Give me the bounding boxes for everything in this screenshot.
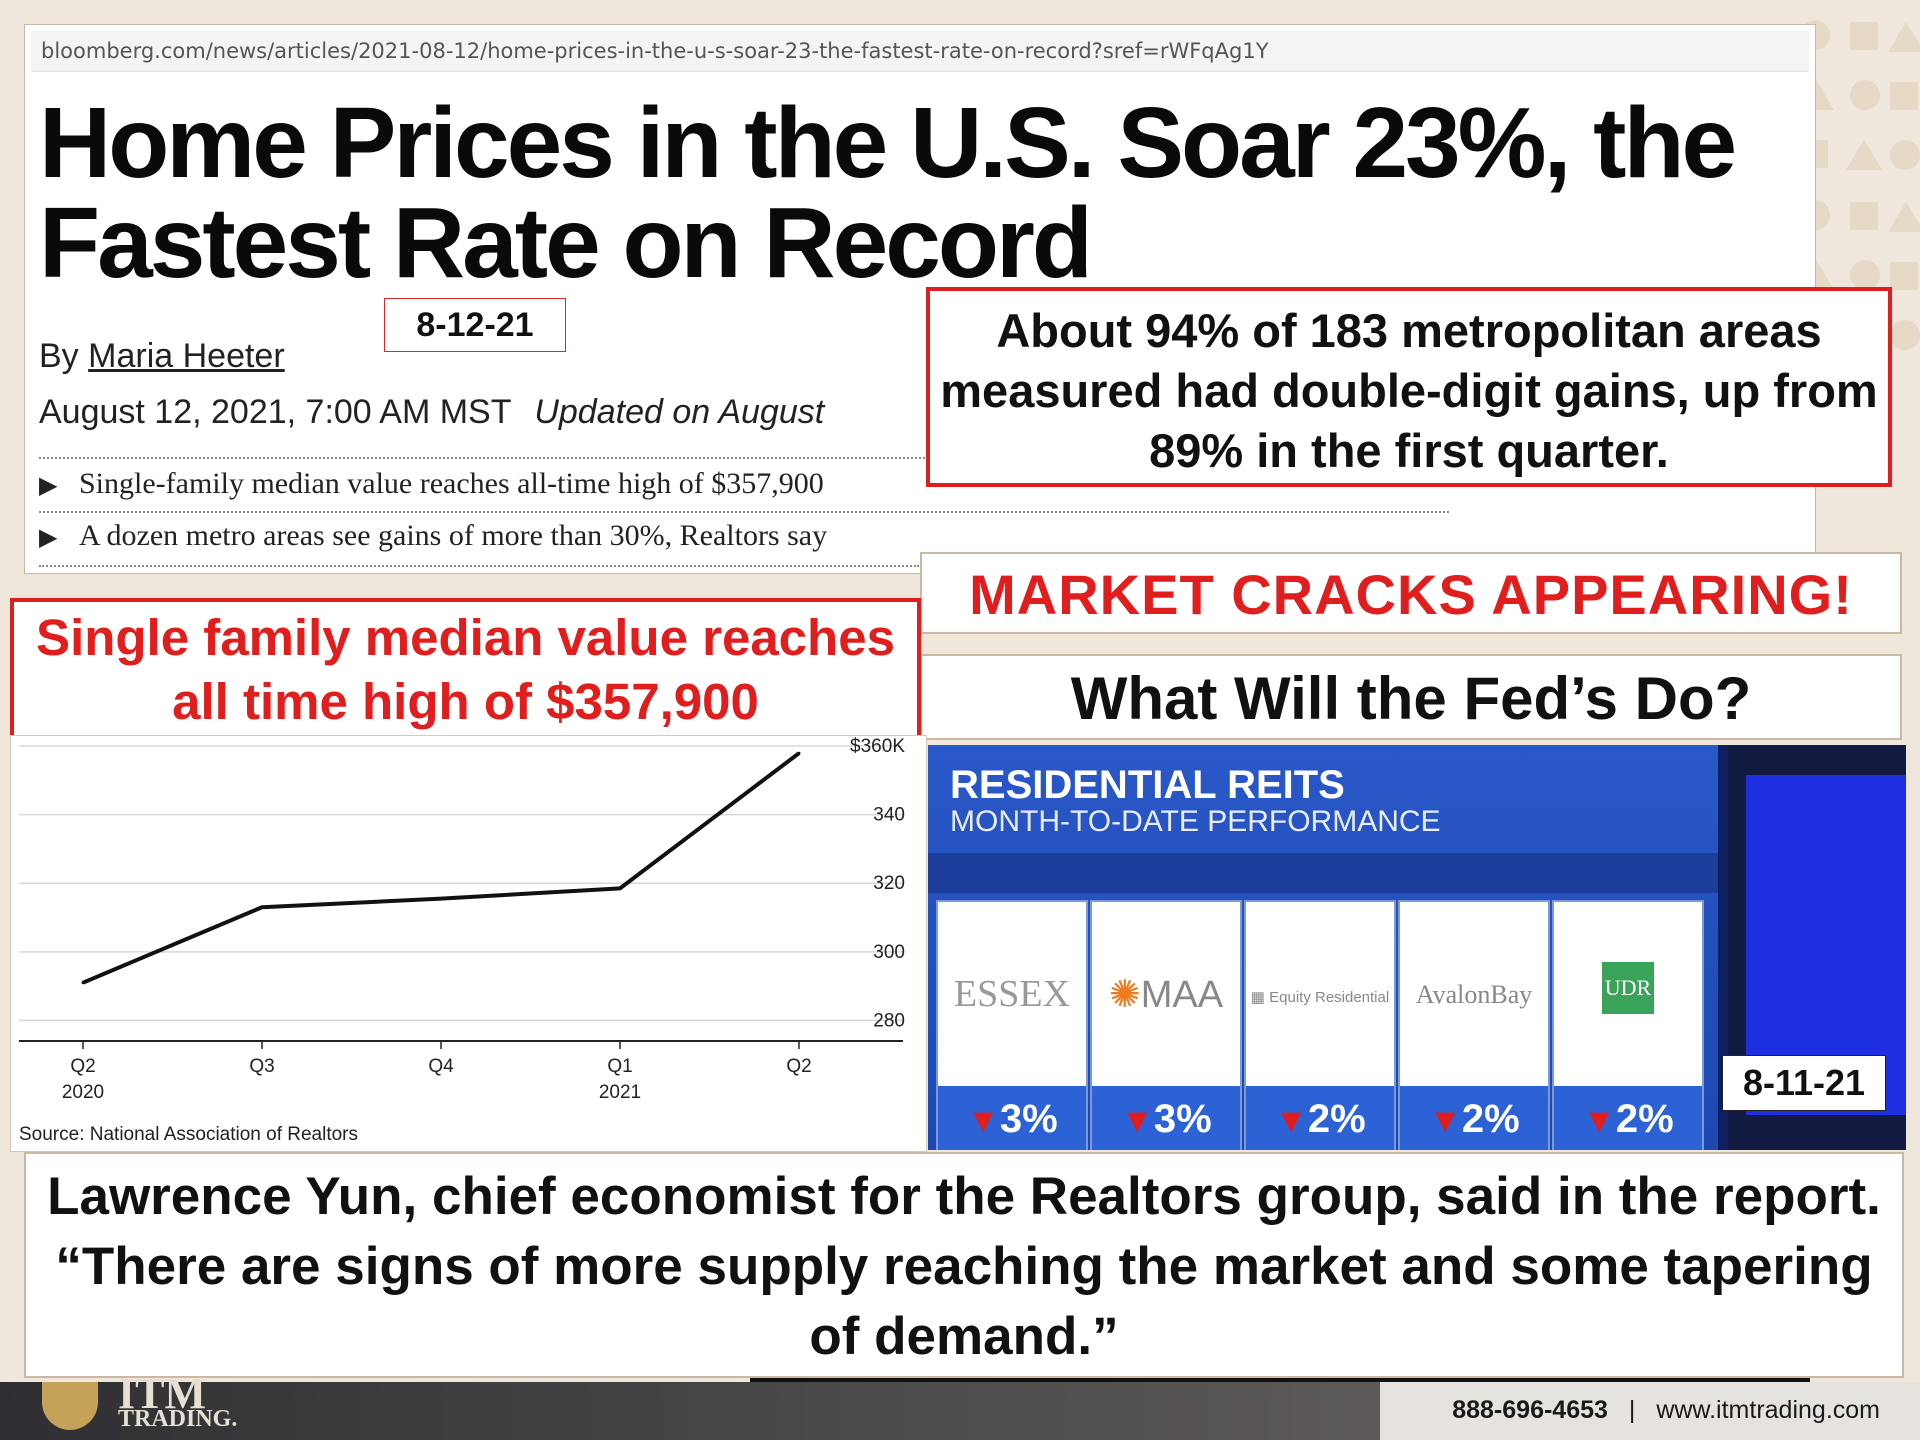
quote-box: Lawrence Yun, chief economist for the Re… (24, 1152, 1904, 1378)
reit-perf-value: 3% (999, 1097, 1058, 1141)
market-cracks-banner: MARKET CRACKS APPEARING! (920, 552, 1902, 634)
tv-screen: RESIDENTIAL REITS MONTH-TO-DATE PERFORMA… (928, 745, 1718, 1150)
reit-performance: ▼3% (938, 1086, 1086, 1150)
metro-callout: About 94% of 183 metropolitan areas meas… (926, 287, 1892, 487)
data-point (439, 897, 443, 901)
series-line (82, 751, 801, 985)
itm-logo-icon (42, 1382, 98, 1430)
reit-card: UDR ▼2% (1552, 900, 1704, 1150)
reit-perf-value: 2% (1307, 1097, 1366, 1141)
y-tick-label: $360K (850, 736, 905, 757)
x-tick-label: Q4 (428, 1056, 454, 1077)
quote-text: Lawrence Yun, chief economist for the Re… (47, 1167, 1881, 1366)
down-arrow-icon: ▼ (1120, 1102, 1154, 1140)
down-arrow-icon: ▼ (1274, 1102, 1308, 1140)
x-tick-label: Q2 (786, 1056, 811, 1077)
median-value-text: Single family median value reaches all t… (36, 609, 895, 730)
website-link[interactable]: www.itmtrading.com (1656, 1396, 1880, 1424)
divider (39, 565, 919, 567)
author-link[interactable]: Maria Heeter (88, 337, 285, 375)
reit-logo-text: UDR (1602, 962, 1654, 1014)
x-tick-label-year: 2021 (599, 1082, 641, 1103)
down-arrow-icon: ▼ (1428, 1102, 1462, 1140)
reit-performance: ▼2% (1554, 1086, 1702, 1150)
x-tick-label: Q3 (249, 1056, 274, 1077)
divider (39, 511, 1449, 513)
market-cracks-text: MARKET CRACKS APPEARING! (969, 563, 1853, 626)
reit-card: ▦ Equity Residential ▼2% (1244, 900, 1396, 1150)
y-tick-label: 280 (873, 1010, 905, 1031)
fed-question-banner: What Will the Fed’s Do? (920, 654, 1902, 740)
down-arrow-icon: ▼ (966, 1102, 1000, 1140)
reit-performance: ▼3% (1092, 1086, 1240, 1150)
brand-bottom: TRADING. (118, 1406, 238, 1432)
chart-panel: 280 300 320 340 $360K Q2 2020 Q3 Q4 Q1 2021 Q2 Sourc… (10, 735, 927, 1152)
footer-contact-bg (1380, 1382, 1920, 1440)
reit-logo: ✺MAA (1092, 972, 1240, 1017)
reit-performance: ▼2% (1400, 1086, 1548, 1150)
reit-perf-value: 3% (1153, 1097, 1212, 1141)
bullet-arrow-icon: ▶ (39, 473, 58, 499)
article-headline: Home Prices in the U.S. Soar 23%, the Fa… (39, 87, 1737, 299)
footer-bar: ITM TRADING. 888-696-4653 | www.itmtradi… (0, 1369, 1920, 1440)
data-point (618, 886, 622, 890)
reit-card: ✺MAA ▼3% (1090, 900, 1242, 1150)
tv-screenshot: RESIDENTIAL REITS MONTH-TO-DATE PERFORMA… (928, 745, 1906, 1150)
x-tick-label: Q2 (70, 1056, 95, 1077)
bullet-text: A dozen metro areas see gains of more th… (79, 519, 828, 552)
byline-prefix: By (39, 337, 79, 375)
bullet-item: ▶ A dozen metro areas see gains of more t… (39, 519, 827, 553)
fed-question-text: What Will the Fed’s Do? (1070, 665, 1752, 732)
y-tick-label: 300 (873, 942, 905, 963)
tv-title: RESIDENTIAL REITS (950, 763, 1345, 807)
down-arrow-icon: ▼ (1582, 1102, 1616, 1140)
bullet-item: ▶ Single-family median value reaches all-… (39, 467, 824, 501)
reit-perf-value: 2% (1461, 1097, 1520, 1141)
dateline: August 12, 2021, 7:00 AM MST Updated on … (39, 393, 934, 432)
data-point (797, 751, 801, 755)
footer-contact: 888-696-4653 | www.itmtrading.com (1452, 1396, 1880, 1425)
bullet-text: Single-family median value reaches all-t… (79, 467, 824, 500)
grid-icon: ▦ (1250, 989, 1270, 1006)
median-value-callout: Single family median value reaches all t… (10, 598, 921, 740)
reit-logo-text: MAA (1140, 974, 1224, 1016)
chart-source: Source: National Association of Realtors (19, 1124, 358, 1145)
separator: | (1628, 1396, 1636, 1424)
updated-date: Updated on August (534, 393, 825, 431)
brand-top: ITM (118, 1369, 206, 1418)
x-tick-label: Q1 (607, 1056, 632, 1077)
tv-header-band (928, 853, 1718, 893)
url-bar[interactable]: bloomberg.com/news/articles/2021-08-12/h… (31, 31, 1809, 72)
data-point (260, 905, 264, 909)
maa-flower-icon: ✺ (1108, 974, 1141, 1016)
phone-number[interactable]: 888-696-4653 (1452, 1396, 1608, 1424)
y-tick-label: 340 (873, 805, 905, 826)
reit-card: AvalonBay ▼2% (1398, 900, 1550, 1150)
article-date-tag: 8-12-21 (384, 298, 566, 352)
data-point (81, 981, 85, 985)
reit-logo: UDR (1554, 962, 1702, 1014)
reit-logo-text: Equity Residential (1269, 989, 1390, 1006)
tv-subtitle: MONTH-TO-DATE PERFORMANCE (950, 805, 1441, 838)
reit-card: ESSEX ▼3% (936, 900, 1088, 1150)
bullet-arrow-icon: ▶ (39, 525, 58, 551)
url-text: bloomberg.com/news/articles/2021-08-12/h… (41, 39, 1269, 63)
median-price-chart: 280 300 320 340 $360K Q2 2020 Q3 Q4 Q1 2021 Q2 Sourc… (19, 736, 905, 1145)
reit-logo: ESSEX (953, 973, 1071, 1015)
x-tick-label-year: 2020 (62, 1082, 104, 1103)
byline: By Maria Heeter (39, 337, 285, 376)
divider (39, 457, 1449, 459)
reit-performance: ▼2% (1246, 1086, 1394, 1150)
publish-date: August 12, 2021, 7:00 AM MST (39, 393, 511, 431)
reit-logo: AvalonBay (1415, 980, 1533, 1009)
tv-date-tag: 8-11-21 (1722, 1055, 1886, 1111)
reit-perf-value: 2% (1615, 1097, 1674, 1141)
metro-callout-text: About 94% of 183 metropolitan areas meas… (940, 304, 1878, 477)
reit-logo: ▦ Equity Residential (1246, 988, 1394, 1006)
y-tick-label: 320 (873, 873, 905, 894)
